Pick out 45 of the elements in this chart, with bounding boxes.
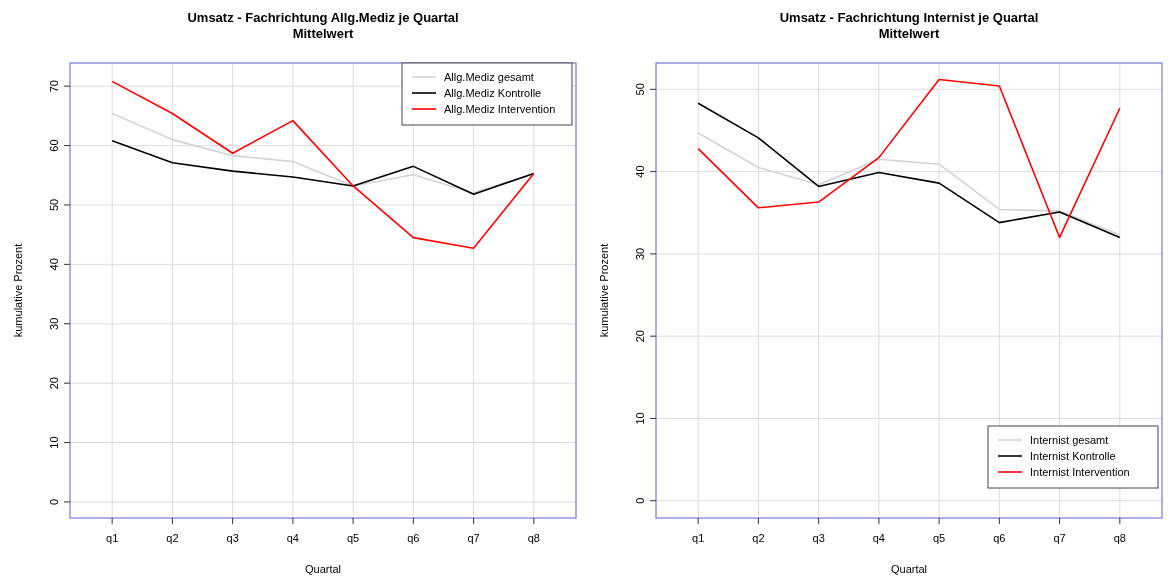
x-tick-label: q2 [166, 532, 179, 544]
y-tick-label: 50 [634, 83, 646, 96]
legend-label: Allg.Mediz gesamt [444, 71, 534, 83]
x-tick-label: q1 [106, 532, 119, 544]
x-axis-title: Quartal [890, 563, 928, 575]
legend-label: Internist gesamt [1030, 434, 1109, 446]
y-tick-label: 40 [634, 165, 646, 178]
legend-label: Allg.Mediz Kontrolle [444, 87, 542, 99]
legend-label: Internist Kontrolle [1030, 450, 1116, 462]
x-tick-label: q6 [407, 532, 420, 544]
y-tick-label: 50 [48, 198, 60, 212]
x-tick-label: q5 [346, 532, 360, 544]
y-axis-title: kumulative Prozent [598, 243, 610, 338]
y-tick-label: 30 [634, 247, 646, 261]
y-tick-label: 0 [48, 498, 60, 506]
chart-title: Umsatz - Fachrichtung Allg.Mediz je Quartal [187, 10, 459, 25]
y-axis-title: kumulative Prozent [12, 243, 24, 338]
y-tick-label: 60 [48, 139, 60, 152]
x-tick-label: q8 [527, 532, 540, 544]
line-series [111, 140, 535, 196]
chart-subtitle: Mittelwert [292, 26, 355, 41]
y-tick-label: 20 [48, 377, 60, 390]
x-tick-label: q7 [467, 532, 480, 544]
x-tick-label: q1 [692, 532, 705, 544]
y-tick-label: 0 [634, 497, 646, 504]
x-axis-title: Quartal [304, 563, 342, 575]
x-tick-label: q3 [812, 532, 825, 544]
legend-label: Allg.Mediz Intervention [444, 103, 556, 115]
y-tick-label: 20 [634, 330, 646, 343]
x-tick-label: q7 [1053, 532, 1066, 544]
x-tick-label: q6 [993, 532, 1006, 544]
chart-title: Umsatz - Fachrichtung Internist je Quartal [779, 10, 1039, 25]
y-tick-label: 70 [48, 80, 60, 93]
x-tick-label: q4 [286, 532, 300, 544]
chart-subtitle: Mittelwert [878, 26, 941, 41]
y-tick-label: 10 [48, 436, 60, 449]
x-tick-label: q8 [1113, 532, 1126, 544]
y-tick-label: 10 [634, 412, 646, 425]
legend-label: Internist Intervention [1030, 466, 1130, 478]
x-tick-label: q2 [752, 532, 765, 544]
y-tick-label: 30 [48, 317, 60, 330]
x-tick-label: q4 [872, 532, 886, 544]
x-tick-label: q5 [932, 532, 946, 544]
y-tick-label: 40 [48, 258, 60, 271]
x-tick-label: q3 [226, 532, 239, 544]
